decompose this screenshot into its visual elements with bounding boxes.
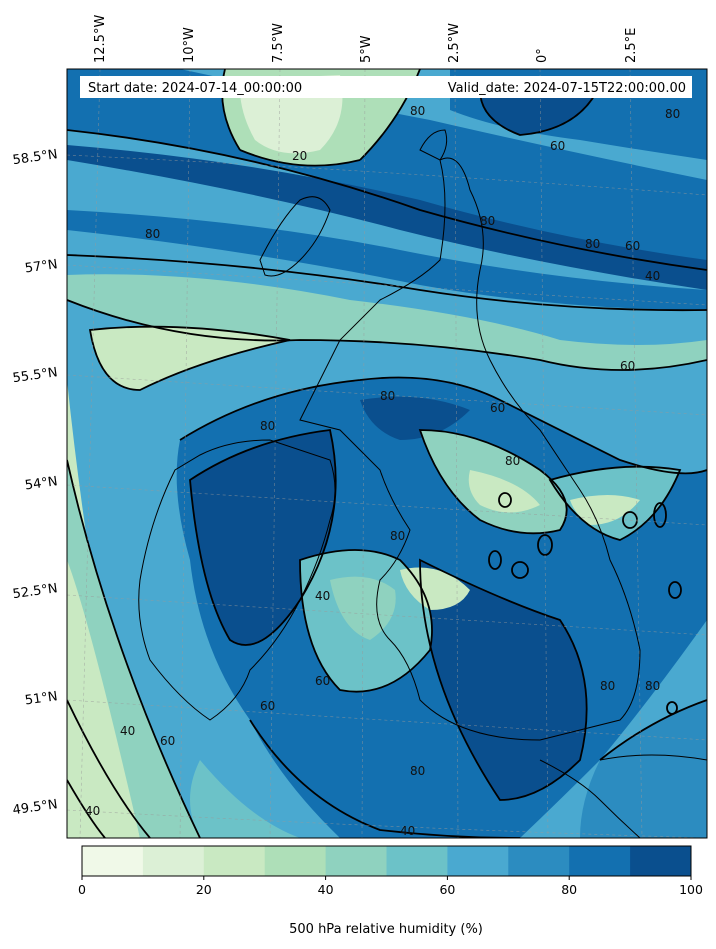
contour-label: 60 xyxy=(490,401,505,415)
start-date-label: Start date: 2024-07-14_00:00:00 xyxy=(88,81,302,96)
colorbar-segment xyxy=(508,846,570,876)
colorbar-frame xyxy=(81,845,692,877)
contour-label: 40 xyxy=(85,804,100,818)
contour-label: 40 xyxy=(400,824,415,838)
lat-label: 51°N xyxy=(24,689,59,708)
colorbar-ticks: 0 20 40 60 80 100 xyxy=(78,876,703,897)
map-frame xyxy=(66,68,708,839)
contour-label: 20 xyxy=(292,149,307,163)
colorbar-segment xyxy=(386,846,448,876)
colorbar-tick-label: 20 xyxy=(196,882,212,897)
colorbar-tick-label: 80 xyxy=(561,882,577,897)
colorbar-segment xyxy=(325,846,387,876)
contour-label: 40 xyxy=(120,724,135,738)
colorbar-segment xyxy=(630,846,692,876)
contour-label: 80 xyxy=(390,529,405,543)
contour-label: 60 xyxy=(620,359,635,373)
colorbar-segment xyxy=(82,846,144,876)
colorbar-segment xyxy=(569,846,631,876)
contour-label-group: 20 40 40 40 40 40 60 60 60 60 60 60 60 8… xyxy=(85,104,680,838)
contour-label: 60 xyxy=(550,139,565,153)
contour-label: 80 xyxy=(145,227,160,241)
lat-label: 57°N xyxy=(24,257,59,276)
coastlines xyxy=(138,129,707,838)
lat-label: 52.5°N xyxy=(12,581,59,602)
contour-label: 60 xyxy=(160,734,175,748)
lon-label: 10°W xyxy=(182,27,197,63)
contour-lines xyxy=(67,69,707,838)
contour-label: 60 xyxy=(260,699,275,713)
date-header-box xyxy=(80,76,692,98)
contour-label: 80 xyxy=(585,237,600,251)
colorbar-segment xyxy=(142,846,205,876)
longitude-labels: 12.5°W 10°W 7.5°W 5°W 2.5°W 0° 2.5°E xyxy=(93,15,639,63)
colorbar-segments xyxy=(82,846,692,876)
lat-label: 49.5°N xyxy=(12,797,59,818)
lon-label: 2.5°W xyxy=(447,23,462,63)
contour-label: 80 xyxy=(600,679,615,693)
contour-label: 40 xyxy=(645,269,660,283)
lat-label: 58.5°N xyxy=(12,147,59,168)
colorbar-label: 500 hPa relative humidity (%) xyxy=(289,922,483,937)
humidity-field: 20 40 40 40 40 40 60 60 60 60 60 60 60 8… xyxy=(67,69,707,838)
lon-label: 2.5°E xyxy=(624,28,639,63)
lat-label: 55.5°N xyxy=(12,365,59,386)
contour-label: 80 xyxy=(410,104,425,118)
contour-label: 80 xyxy=(260,419,275,433)
lon-label: 5°W xyxy=(359,35,374,63)
contour-label: 60 xyxy=(625,239,640,253)
colorbar-tick-label: 40 xyxy=(318,882,334,897)
latitude-labels: 58.5°N 57°N 55.5°N 54°N 52.5°N 51°N 49.5… xyxy=(12,147,59,818)
contour-label: 80 xyxy=(645,679,660,693)
contour-label: 40 xyxy=(315,589,330,603)
colorbar: 0 20 40 60 80 100 500 hPa relative humidity (… xyxy=(78,845,703,937)
lon-label: 12.5°W xyxy=(93,15,108,63)
contour-label: 80 xyxy=(410,764,425,778)
contour-label: 80 xyxy=(505,454,520,468)
graticule xyxy=(67,69,707,838)
colorbar-tick-label: 100 xyxy=(679,882,703,897)
contour-label: 80 xyxy=(380,389,395,403)
contour-label: 80 xyxy=(665,107,680,121)
colorbar-tick-label: 60 xyxy=(439,882,455,897)
contour-label: 60 xyxy=(315,674,330,688)
colorbar-segment xyxy=(203,846,266,876)
valid-date-label: Valid_date: 2024-07-15T22:00:00.00 xyxy=(448,81,686,96)
colorbar-segment xyxy=(264,846,327,876)
lat-label: 54°N xyxy=(24,474,59,493)
colorbar-tick-label: 0 xyxy=(78,882,86,897)
lon-label: 0° xyxy=(535,48,550,63)
contour-label: 80 xyxy=(480,214,495,228)
colorbar-segment xyxy=(447,846,509,876)
lon-label: 7.5°W xyxy=(271,23,286,63)
